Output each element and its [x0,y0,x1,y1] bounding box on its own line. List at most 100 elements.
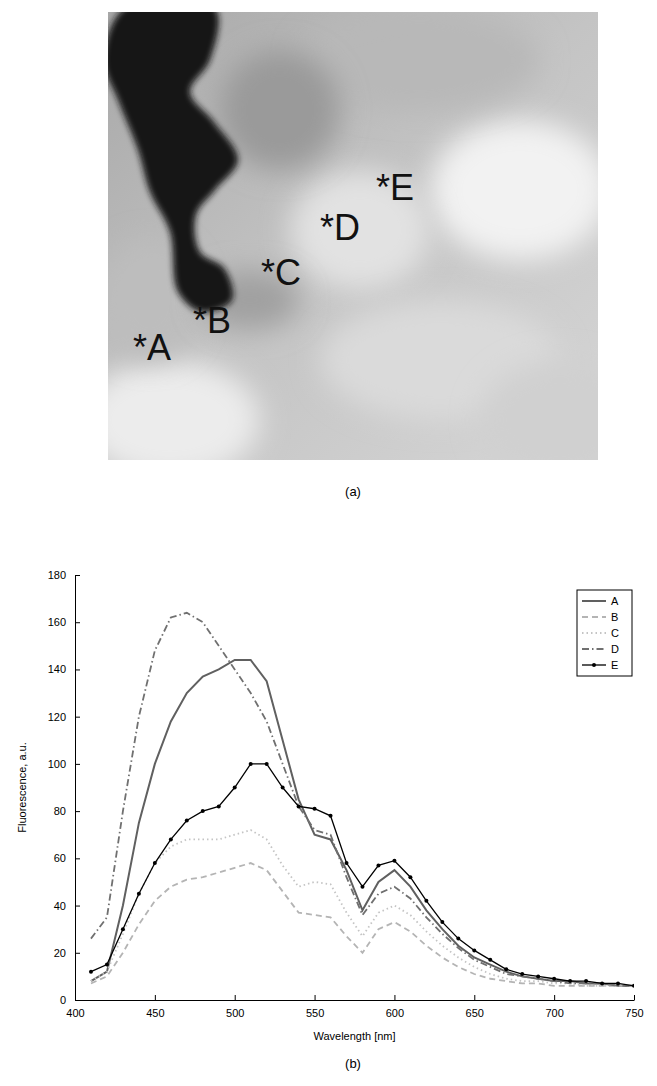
tick-mark [474,995,475,1000]
image-dark-region [108,12,238,312]
tick: 600 [386,995,404,1019]
tick-mark [75,622,80,623]
legend-label: D [611,643,619,655]
tick-label: 20 [54,947,66,959]
series-marker [424,899,428,903]
tick-mark [155,995,156,1000]
series-line [91,764,634,986]
series-marker [89,970,93,974]
series-marker [568,979,572,983]
legend-swatch [582,600,606,602]
chart-title: (b) [345,1056,361,1071]
tick: 180 [48,569,80,581]
tick-mark [75,1000,80,1001]
series-marker [616,981,620,985]
series-marker [105,963,109,967]
series-marker [488,958,492,962]
tick-mark [75,717,80,718]
axis-line [76,1000,635,1001]
legend-swatch [582,632,606,634]
series-marker [472,948,476,952]
figure: *A*B*C*D*E(a)400450500550600650700750020… [0,0,657,1086]
series-marker [153,861,157,865]
tick-label: 450 [146,1007,164,1019]
tick-label: 80 [54,805,66,817]
tick: 40 [54,900,80,912]
legend-label: C [611,627,619,639]
image-shade [430,120,598,260]
series-marker [137,892,141,896]
series-marker [185,819,189,823]
series-marker [169,837,173,841]
tick: 20 [54,947,80,959]
series-marker [313,807,317,811]
tick: 100 [48,758,80,770]
tick: 80 [54,805,80,817]
series-marker [201,809,205,813]
legend-label: A [611,595,619,607]
series-marker [552,977,556,981]
legend-label: B [611,611,618,623]
series-marker [408,875,412,879]
tick-label: 0 [60,994,66,1006]
image-label: *D [320,207,360,248]
tick: 700 [545,995,563,1019]
tick-mark [75,953,80,954]
legend: ABCDE [577,590,632,676]
tick-mark [75,575,80,576]
tick-mark [554,995,555,1000]
tick-mark [315,995,316,1000]
series-marker [584,979,588,983]
x-axis: 400450500550600650700750 [66,995,643,1019]
series-marker [376,863,380,867]
tick-label: 550 [306,1007,324,1019]
series-marker [520,972,524,976]
tick-label: 160 [48,616,66,628]
panel-caption: (a) [345,484,361,499]
series-marker [345,861,349,865]
tick-label: 40 [54,900,66,912]
image-shade [108,360,260,460]
tick: 60 [54,852,80,864]
tick-mark [75,669,80,670]
series-marker [456,937,460,941]
legend-swatch [582,616,606,618]
series-marker [632,984,634,988]
tick-mark [75,858,80,859]
tick-mark [235,995,236,1000]
tick-label: 700 [545,1007,563,1019]
series-marker [536,974,540,978]
tick: 120 [48,711,80,723]
legend-box [577,590,632,676]
series-marker [121,927,125,931]
series-marker [440,920,444,924]
legend-label: E [611,659,618,671]
tick-label: 750 [625,1007,643,1019]
tick: 450 [146,995,164,1019]
image-label: *E [376,167,414,208]
series-line [91,660,634,986]
tick-mark [394,995,395,1000]
series-marker [233,786,237,790]
series-marker [329,814,333,818]
axis-line [75,576,76,1001]
tick-mark [75,811,80,812]
tick: 550 [306,995,324,1019]
tick-label: 60 [54,852,66,864]
tick-label: 140 [48,663,66,675]
image-shade [220,50,340,170]
x-axis-title: Wavelength [nm] [313,1030,395,1042]
series-marker [217,804,221,808]
tick-label: 180 [48,569,66,581]
tick: 0 [60,994,80,1006]
tick-label: 400 [66,1007,84,1019]
image-label: *C [261,252,301,293]
series-line [91,830,634,986]
tick: 750 [625,995,643,1019]
tick-label: 650 [466,1007,484,1019]
series-marker [297,804,301,808]
series-marker [249,762,253,766]
image-label: *A [133,327,171,368]
series-marker [360,885,364,889]
series-marker [281,786,285,790]
